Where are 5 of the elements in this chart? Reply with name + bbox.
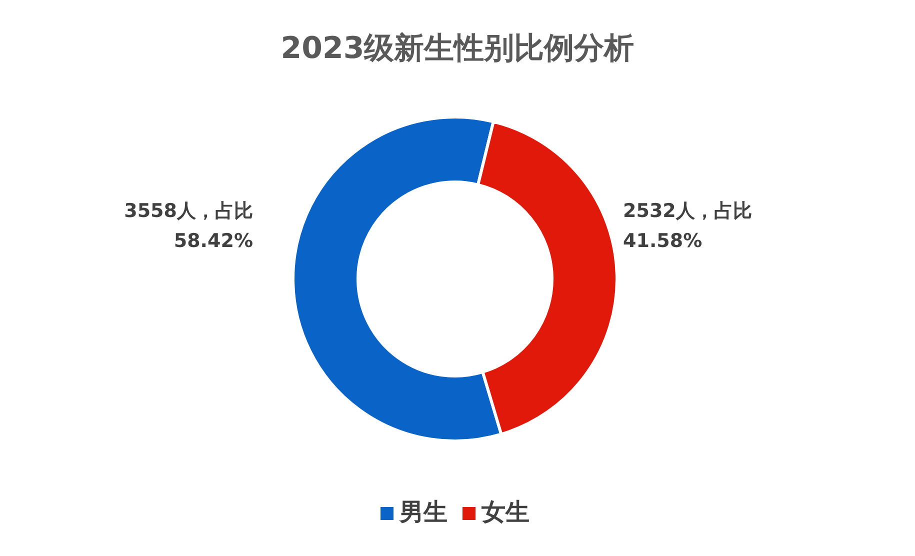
data-label: 3558人，占比 58.42% xyxy=(124,200,253,252)
legend-label: 女生 xyxy=(480,498,530,526)
legend-label: 男生 xyxy=(398,498,448,526)
chart-title: 2023级新生性别比例分析 xyxy=(280,31,634,66)
data-label: 2532人，占比 41.58% xyxy=(623,200,752,252)
